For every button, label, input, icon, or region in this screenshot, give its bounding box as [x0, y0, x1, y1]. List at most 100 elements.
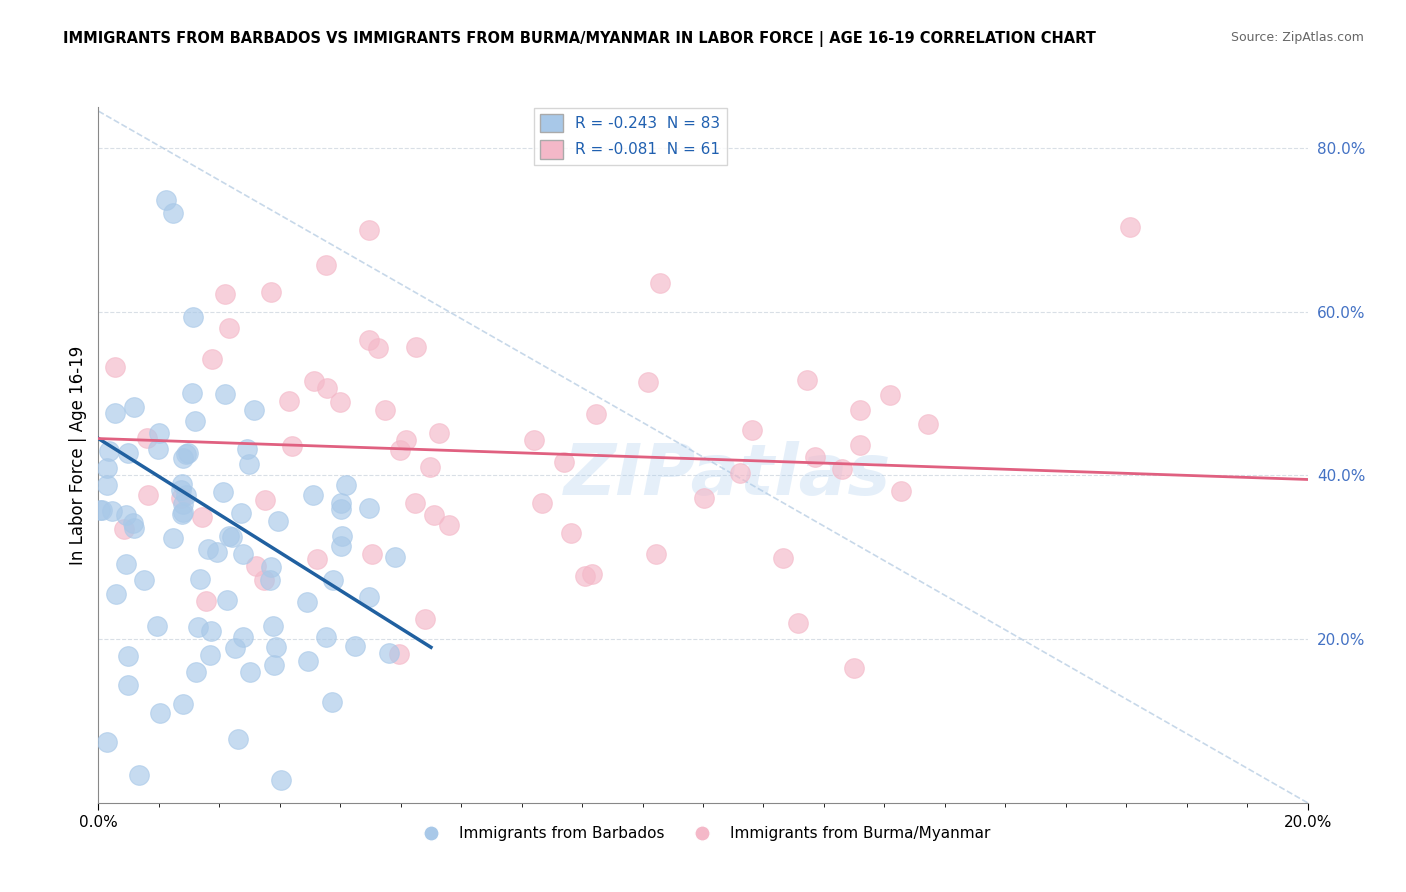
- Point: [831, 461, 853, 475]
- Point: [321, 695, 343, 709]
- Point: [239, 665, 262, 679]
- Point: [112, 521, 135, 535]
- Point: [200, 648, 222, 662]
- Point: [155, 193, 177, 207]
- Point: [195, 594, 218, 608]
- Legend: Immigrants from Barbados, Immigrants from Burma/Myanmar: Immigrants from Barbados, Immigrants fro…: [409, 820, 997, 847]
- Point: [148, 426, 170, 441]
- Point: [224, 641, 246, 656]
- Point: [423, 508, 446, 522]
- Point: [389, 443, 412, 458]
- Point: [114, 508, 136, 522]
- Point: [267, 514, 290, 528]
- Point: [104, 359, 127, 374]
- Point: [188, 572, 211, 586]
- Text: IMMIGRANTS FROM BARBADOS VS IMMIGRANTS FROM BURMA/MYANMAR IN LABOR FORCE | AGE 1: IMMIGRANTS FROM BARBADOS VS IMMIGRANTS F…: [63, 31, 1097, 47]
- Point: [97, 444, 120, 458]
- Point: [181, 310, 204, 325]
- Point: [796, 373, 818, 387]
- Point: [427, 426, 450, 441]
- Point: [388, 648, 411, 662]
- Point: [890, 483, 912, 498]
- Point: [121, 516, 143, 530]
- Point: [89, 502, 111, 516]
- Point: [395, 433, 418, 447]
- Point: [221, 530, 243, 544]
- Point: [96, 735, 118, 749]
- Point: [415, 612, 437, 626]
- Point: [117, 678, 139, 692]
- Point: [104, 406, 127, 420]
- Point: [236, 442, 259, 456]
- Point: [187, 620, 209, 634]
- Point: [242, 403, 264, 417]
- Point: [322, 573, 344, 587]
- Point: [146, 618, 169, 632]
- Point: [232, 547, 254, 561]
- Point: [357, 500, 380, 515]
- Point: [259, 559, 281, 574]
- Point: [172, 507, 194, 521]
- Point: [307, 552, 329, 566]
- Point: [262, 619, 284, 633]
- Point: [384, 550, 406, 565]
- Point: [335, 477, 357, 491]
- Point: [917, 417, 939, 431]
- Point: [91, 503, 114, 517]
- Point: [531, 496, 554, 510]
- Point: [357, 334, 380, 348]
- Point: [184, 414, 207, 428]
- Point: [357, 591, 380, 605]
- Point: [212, 485, 235, 500]
- Point: [259, 574, 281, 588]
- Point: [374, 403, 396, 417]
- Point: [201, 351, 224, 366]
- Point: [315, 258, 337, 272]
- Point: [378, 646, 401, 660]
- Point: [132, 573, 155, 587]
- Point: [117, 649, 139, 664]
- Point: [693, 491, 716, 506]
- Point: [169, 483, 191, 498]
- Point: [238, 457, 260, 471]
- Point: [226, 731, 249, 746]
- Point: [270, 773, 292, 788]
- Point: [104, 587, 127, 601]
- Point: [172, 505, 194, 519]
- Point: [405, 340, 427, 354]
- Point: [359, 223, 381, 237]
- Point: [330, 529, 353, 543]
- Point: [344, 639, 367, 653]
- Point: [169, 491, 191, 505]
- Point: [172, 496, 194, 510]
- Point: [730, 467, 752, 481]
- Point: [148, 442, 170, 457]
- Point: [218, 321, 240, 335]
- Point: [177, 446, 200, 460]
- Point: [367, 341, 389, 355]
- Point: [162, 531, 184, 545]
- Point: [574, 568, 596, 582]
- Point: [122, 521, 145, 535]
- Point: [245, 558, 267, 573]
- Point: [214, 287, 236, 301]
- Point: [281, 439, 304, 453]
- Point: [645, 547, 668, 561]
- Point: [101, 504, 124, 518]
- Point: [315, 381, 337, 395]
- Point: [648, 276, 671, 290]
- Point: [315, 630, 337, 644]
- Point: [581, 566, 603, 581]
- Text: Source: ZipAtlas.com: Source: ZipAtlas.com: [1230, 31, 1364, 45]
- Point: [96, 461, 118, 475]
- Point: [114, 557, 136, 571]
- Point: [786, 616, 808, 631]
- Point: [181, 386, 204, 401]
- Point: [560, 525, 582, 540]
- Point: [149, 706, 172, 720]
- Point: [302, 488, 325, 502]
- Point: [553, 455, 575, 469]
- Point: [260, 285, 283, 299]
- Point: [264, 640, 287, 654]
- Point: [172, 698, 194, 712]
